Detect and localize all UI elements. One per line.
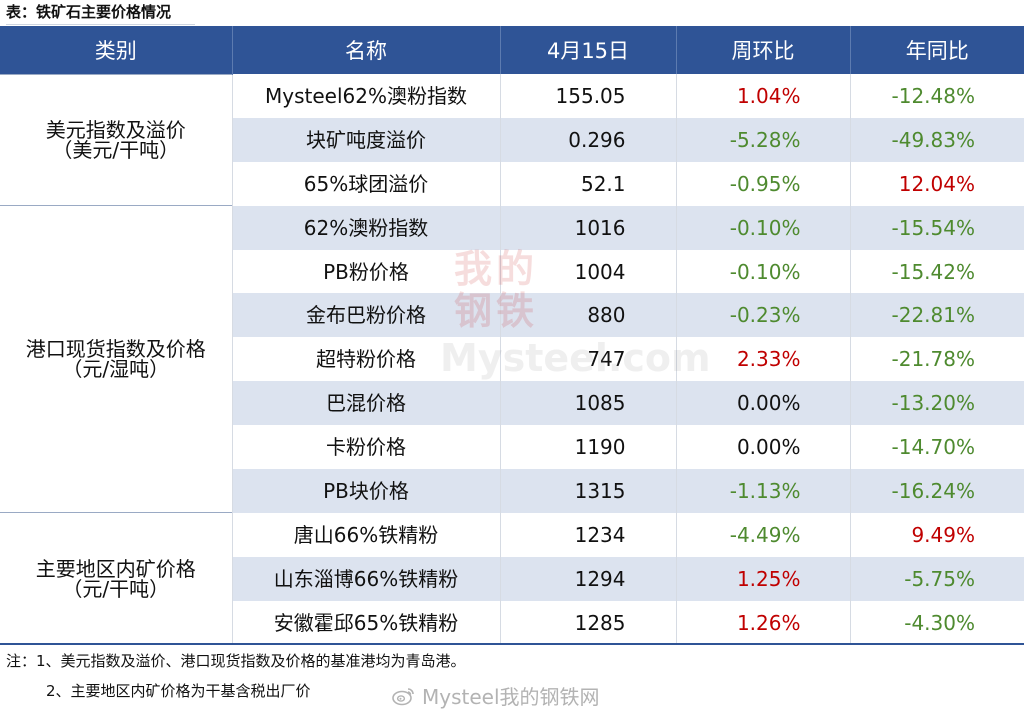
item-name: 唐山66%铁精粉 xyxy=(231,512,500,557)
item-yoy: -4.30% xyxy=(849,600,1024,645)
item-value: 155.05 xyxy=(499,74,676,118)
item-yoy: -15.54% xyxy=(849,205,1024,250)
item-wow: -0.23% xyxy=(675,293,850,338)
item-wow: -1.13% xyxy=(675,469,850,513)
item-yoy: -49.83% xyxy=(849,117,1024,162)
item-value: 1294 xyxy=(499,556,676,601)
item-wow: 0.00% xyxy=(675,425,850,470)
item-wow: 1.25% xyxy=(675,556,850,601)
item-wow: 0.00% xyxy=(675,381,850,426)
item-value: 1285 xyxy=(499,600,676,645)
weibo-watermark-text: Mysteel我的钢铁网 xyxy=(422,685,600,709)
header-wow: 周环比 xyxy=(675,26,850,74)
category-cell: 美元指数及溢价 （美元/干吨） xyxy=(0,73,232,206)
item-yoy: -22.81% xyxy=(849,293,1024,338)
item-value: 1004 xyxy=(499,249,676,294)
table-row: 安徽霍邱65%铁精粉 1285 1.26% -4.30% xyxy=(0,600,1024,645)
table-row: 港口现货指数及价格 （元/湿吨） 62%澳粉指数 1016 -0.10% -15.54% xyxy=(0,205,1024,513)
item-name: 安徽霍邱65%铁精粉 xyxy=(231,600,500,645)
price-table: 类别 名称 4月15日 周环比 年同比 美元指数及溢价 （美元/干吨） Mystee… xyxy=(0,26,1024,645)
item-yoy: -21.78% xyxy=(849,337,1024,382)
item-wow: -0.95% xyxy=(675,161,850,206)
table-row: 金布巴粉价格 880 -0.23% -22.81% xyxy=(0,293,1024,338)
table-body: 美元指数及溢价 （美元/干吨） Mysteel62%澳粉指数 155.05 1.04% -… xyxy=(0,73,1024,645)
item-name: Mysteel62%澳粉指数 xyxy=(231,74,500,118)
item-yoy: 9.49% xyxy=(849,512,1024,557)
category-cell: 港口现货指数及价格 （元/湿吨） xyxy=(0,205,232,513)
item-value: 1315 xyxy=(499,469,676,513)
item-yoy: -16.24% xyxy=(849,469,1024,513)
item-name: 山东淄博66%铁精粉 xyxy=(231,556,500,601)
item-yoy: -12.48% xyxy=(849,74,1024,118)
item-value: 747 xyxy=(499,337,676,382)
header-date: 4月15日 xyxy=(499,26,676,74)
note-line-2: 2、主要地区内矿价格为干基含税出厂价 xyxy=(46,682,311,700)
item-name: 65%球团溢价 xyxy=(231,161,500,206)
item-name: 巴混价格 xyxy=(231,381,500,426)
item-name: 金布巴粉价格 xyxy=(231,293,500,338)
item-wow: -5.28% xyxy=(675,117,850,162)
item-name: 块矿吨度溢价 xyxy=(231,117,500,162)
item-value: 880 xyxy=(499,293,676,338)
item-yoy: -5.75% xyxy=(849,556,1024,601)
table-row: 山东淄博66%铁精粉 1294 1.25% -5.75% xyxy=(0,556,1024,601)
item-wow: 2.33% xyxy=(675,337,850,382)
category-unit: （美元/干吨） xyxy=(52,137,180,162)
item-yoy: -15.42% xyxy=(849,249,1024,294)
item-value: 1234 xyxy=(499,512,676,557)
item-value: 52.1 xyxy=(499,161,676,206)
header-yoy: 年同比 xyxy=(849,26,1024,74)
item-name: 超特粉价格 xyxy=(231,337,500,382)
item-name: 62%澳粉指数 xyxy=(231,205,500,250)
item-yoy: -14.70% xyxy=(849,425,1024,470)
header-category: 类别 xyxy=(94,38,137,63)
table-row: 卡粉价格 1190 0.00% -14.70% xyxy=(0,425,1024,470)
category-label: 主要地区内矿价格 xyxy=(35,556,196,581)
item-wow: 1.04% xyxy=(675,74,850,118)
table-row: 超特粉价格 747 2.33% -21.78% xyxy=(0,337,1024,382)
item-name: 卡粉价格 xyxy=(231,425,500,470)
item-value: 1190 xyxy=(499,425,676,470)
item-value: 1085 xyxy=(499,381,676,426)
category-unit: （元/干吨） xyxy=(62,576,170,601)
item-name: PB块价格 xyxy=(231,469,500,513)
table-row: 块矿吨度溢价 0.296 -5.28% -49.83% xyxy=(0,117,1024,162)
table-row: 主要地区内矿价格 （元/干吨） 唐山66%铁精粉 1234 -4.49% 9.49% xyxy=(0,512,1024,645)
item-yoy: -13.20% xyxy=(849,381,1024,426)
weibo-watermark: Mysteel我的钢铁网 xyxy=(392,681,600,710)
item-value: 0.296 xyxy=(499,117,676,162)
item-name: PB粉价格 xyxy=(231,249,500,294)
item-yoy: 12.04% xyxy=(849,161,1024,206)
table-caption: 表：铁矿石主要价格情况 xyxy=(6,2,196,25)
bottom-rule xyxy=(0,643,1024,645)
header-row: 类别 名称 4月15日 周环比 年同比 xyxy=(0,26,1024,74)
category-cell: 主要地区内矿价格 （元/干吨） xyxy=(0,512,232,645)
note-line-1: 注：1、美元指数及溢价、港口现货指数及价格的基准港均为青岛港。 xyxy=(6,652,466,670)
item-wow: -0.10% xyxy=(675,249,850,294)
item-value: 1016 xyxy=(499,205,676,250)
table-row: 65%球团溢价 52.1 -0.95% 12.04% xyxy=(0,161,1024,206)
item-wow: -0.10% xyxy=(675,205,850,250)
table-header: 类别 名称 4月15日 周环比 年同比 xyxy=(0,26,1024,74)
item-wow: -4.49% xyxy=(675,512,850,557)
category-unit: （元/湿吨） xyxy=(62,357,170,382)
weibo-icon xyxy=(392,687,414,705)
category-label: 港口现货指数及价格 xyxy=(25,337,206,362)
header-name: 名称 xyxy=(231,26,500,74)
table-row: 巴混价格 1085 0.00% -13.20% xyxy=(0,381,1024,426)
table-row: PB块价格 1315 -1.13% -16.24% xyxy=(0,469,1024,513)
table-row: 美元指数及溢价 （美元/干吨） Mysteel62%澳粉指数 155.05 1.04% -… xyxy=(0,73,1024,206)
category-label: 美元指数及溢价 xyxy=(45,117,186,142)
item-wow: 1.26% xyxy=(675,600,850,645)
table-row: PB粉价格 1004 -0.10% -15.42% xyxy=(0,249,1024,294)
